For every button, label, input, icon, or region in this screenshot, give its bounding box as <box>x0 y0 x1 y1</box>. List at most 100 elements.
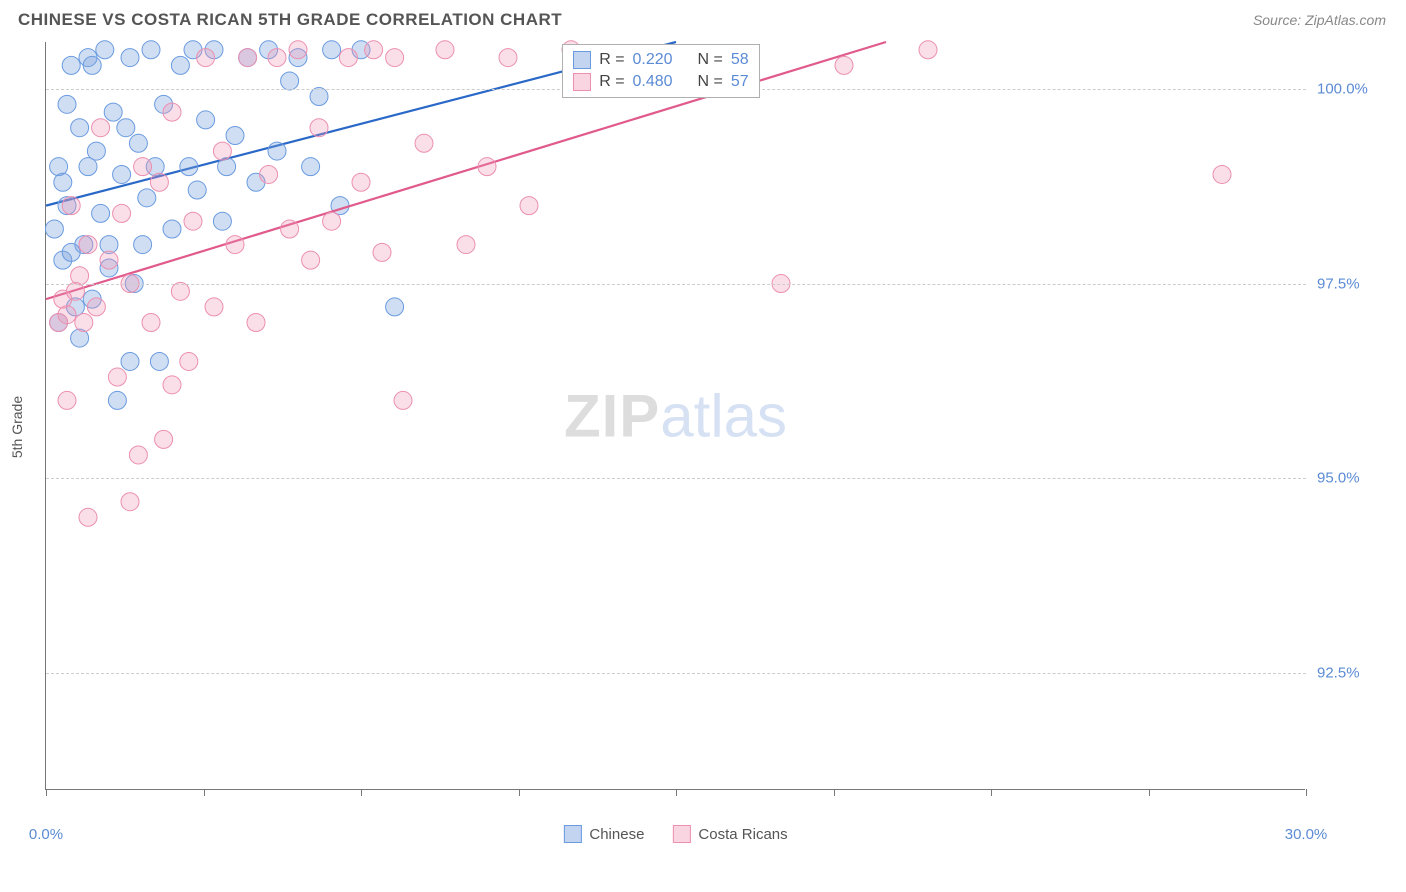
grid-line <box>46 284 1306 285</box>
data-point <box>71 267 89 285</box>
data-point <box>171 56 189 74</box>
data-point <box>62 197 80 215</box>
data-point <box>835 56 853 74</box>
data-point <box>239 49 257 67</box>
data-point <box>92 119 110 137</box>
data-point <box>134 158 152 176</box>
data-point <box>96 41 114 59</box>
data-point <box>268 49 286 67</box>
data-point <box>386 49 404 67</box>
x-tick <box>46 789 47 796</box>
trend-line <box>46 42 886 299</box>
legend-swatch <box>573 51 591 69</box>
data-point <box>163 220 181 238</box>
n-label: N = <box>697 73 722 91</box>
data-point <box>226 236 244 254</box>
data-point <box>121 493 139 511</box>
data-point <box>79 236 97 254</box>
data-point <box>268 142 286 160</box>
plot-svg <box>46 42 1306 790</box>
r-value: 0.480 <box>633 73 673 91</box>
data-point <box>289 41 307 59</box>
data-point <box>478 158 496 176</box>
data-point <box>87 142 105 160</box>
data-point <box>45 220 63 238</box>
x-tick <box>519 789 520 796</box>
data-point <box>75 314 93 332</box>
y-axis-label: 5th Grade <box>9 396 25 458</box>
r-label: R = <box>599 73 624 91</box>
x-tick <box>834 789 835 796</box>
y-tick-label: 100.0% <box>1317 80 1377 97</box>
y-tick-label: 97.5% <box>1317 275 1377 292</box>
data-point <box>323 212 341 230</box>
data-point <box>226 127 244 145</box>
data-point <box>213 212 231 230</box>
x-tick <box>1306 789 1307 796</box>
data-point <box>197 111 215 129</box>
data-point <box>339 49 357 67</box>
data-point <box>218 158 236 176</box>
data-point <box>302 158 320 176</box>
data-point <box>54 173 72 191</box>
data-point <box>83 56 101 74</box>
correlation-legend-row: R =0.480 N =57 <box>573 71 748 93</box>
data-point <box>62 243 80 261</box>
data-point <box>310 119 328 137</box>
data-point <box>58 391 76 409</box>
series-legend: ChineseCosta Ricans <box>563 825 787 843</box>
data-point <box>138 189 156 207</box>
y-tick-label: 95.0% <box>1317 470 1377 487</box>
data-point <box>58 95 76 113</box>
data-point <box>213 142 231 160</box>
data-point <box>352 173 370 191</box>
data-point <box>302 251 320 269</box>
data-point <box>184 212 202 230</box>
data-point <box>79 508 97 526</box>
n-label: N = <box>697 51 722 69</box>
data-point <box>50 158 68 176</box>
data-point <box>117 119 135 137</box>
legend-label: Chinese <box>589 826 644 843</box>
source-attribution: Source: ZipAtlas.com <box>1253 12 1386 28</box>
data-point <box>155 430 173 448</box>
data-point <box>197 49 215 67</box>
data-point <box>71 329 89 347</box>
data-point <box>457 236 475 254</box>
header: CHINESE VS COSTA RICAN 5TH GRADE CORRELA… <box>0 0 1406 36</box>
data-point <box>310 88 328 106</box>
x-tick <box>361 789 362 796</box>
x-tick-label: 0.0% <box>29 826 63 843</box>
x-tick <box>991 789 992 796</box>
r-label: R = <box>599 51 624 69</box>
data-point <box>121 49 139 67</box>
chart-title: CHINESE VS COSTA RICAN 5TH GRADE CORRELA… <box>18 10 562 30</box>
data-point <box>323 41 341 59</box>
data-point <box>365 41 383 59</box>
data-point <box>66 282 84 300</box>
data-point <box>180 158 198 176</box>
chart-container: 5th Grade ZIPatlas 92.5%95.0%97.5%100.0%… <box>45 42 1385 812</box>
data-point <box>150 352 168 370</box>
data-point <box>150 173 168 191</box>
correlation-legend: R =0.220 N =58R =0.480 N =57 <box>562 44 759 98</box>
data-point <box>104 103 122 121</box>
plot-area: ZIPatlas 92.5%95.0%97.5%100.0%0.0%30.0%R… <box>45 42 1305 790</box>
x-tick <box>676 789 677 796</box>
data-point <box>142 41 160 59</box>
data-point <box>108 368 126 386</box>
data-point <box>281 72 299 90</box>
y-tick-label: 92.5% <box>1317 665 1377 682</box>
x-tick <box>1149 789 1150 796</box>
data-point <box>205 298 223 316</box>
data-point <box>92 204 110 222</box>
data-point <box>108 391 126 409</box>
data-point <box>260 165 278 183</box>
x-tick-label: 30.0% <box>1285 826 1328 843</box>
data-point <box>113 165 131 183</box>
data-point <box>163 103 181 121</box>
data-point <box>129 446 147 464</box>
data-point <box>71 119 89 137</box>
data-point <box>919 41 937 59</box>
correlation-legend-row: R =0.220 N =58 <box>573 49 748 71</box>
